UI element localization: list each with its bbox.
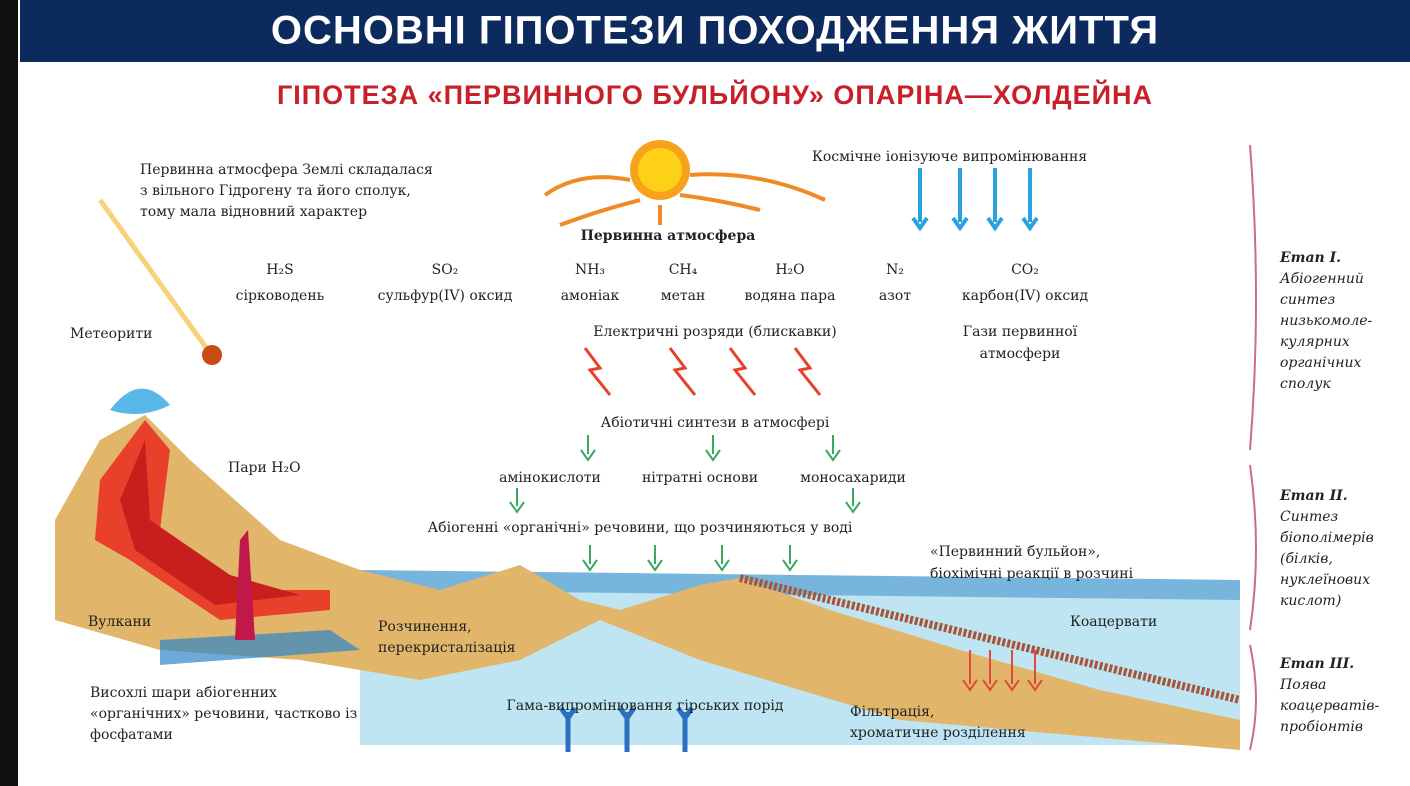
label: Етап I. bbox=[1279, 250, 1341, 266]
label: H₂S bbox=[266, 262, 293, 278]
label: тому мала відновний характер bbox=[140, 204, 367, 220]
label: сульфур(IV) оксид bbox=[378, 288, 513, 304]
label: Абіогенний bbox=[1279, 271, 1364, 287]
label: коацерватів- bbox=[1280, 698, 1380, 714]
lightning bbox=[585, 348, 610, 395]
slide: ОСНОВНІ ГІПОТЕЗИ ПОХОДЖЕННЯ ЖИТТЯ ГІПОТЕ… bbox=[0, 0, 1410, 786]
label: Вулкани bbox=[88, 614, 151, 630]
label: SO₂ bbox=[432, 262, 459, 278]
label: Пари H₂O bbox=[228, 460, 301, 476]
label: карбон(IV) оксид bbox=[962, 288, 1089, 304]
label: Поява bbox=[1279, 677, 1326, 693]
label: Гази первинної bbox=[963, 324, 1078, 340]
label: метан bbox=[661, 288, 706, 304]
label: перекристалізація bbox=[378, 640, 516, 656]
sun bbox=[545, 140, 825, 225]
label: нуклеїнових bbox=[1280, 572, 1370, 588]
label: Синтез bbox=[1280, 509, 1338, 525]
label: амінокислоти bbox=[499, 470, 601, 486]
label: біополімерів bbox=[1280, 530, 1374, 546]
label: (білків, bbox=[1280, 551, 1333, 567]
label: Метеорити bbox=[70, 326, 152, 342]
label: Етап II. bbox=[1279, 488, 1348, 504]
label: Гама-випромінювання гірських порід bbox=[506, 698, 783, 714]
label: моносахариди bbox=[800, 470, 906, 486]
label: хроматичне розділення bbox=[850, 725, 1026, 741]
label: NH₃ bbox=[575, 262, 605, 278]
lightning bbox=[730, 348, 755, 395]
label: кулярних bbox=[1280, 334, 1350, 350]
page: ОСНОВНІ ГІПОТЕЗИ ПОХОДЖЕННЯ ЖИТТЯ ГІПОТЕ… bbox=[0, 0, 1410, 786]
label: CH₄ bbox=[669, 262, 698, 278]
label: сполук bbox=[1280, 376, 1331, 392]
label: Абіотичні синтези в атмосфері bbox=[601, 415, 830, 431]
stage-brackets bbox=[1250, 145, 1256, 750]
label: Фільтрація, bbox=[850, 704, 934, 720]
label: синтез bbox=[1280, 292, 1335, 308]
label: органічних bbox=[1280, 355, 1361, 371]
label: CO₂ bbox=[1011, 262, 1039, 278]
label: сірководень bbox=[236, 288, 325, 304]
label: Первинна атмосфера Землі складалася bbox=[140, 162, 433, 178]
label: біохімічні реакції в розчині bbox=[930, 566, 1134, 582]
label: нітратні основи bbox=[642, 470, 758, 486]
label: Висохлі шари абіогенних bbox=[90, 685, 277, 701]
label: H₂O bbox=[775, 262, 804, 278]
title: ОСНОВНІ ГІПОТЕЗИ ПОХОДЖЕННЯ ЖИТТЯ bbox=[271, 9, 1159, 53]
label: водяна пара bbox=[745, 288, 836, 304]
label: «органічних» речовини, частково із bbox=[90, 706, 357, 722]
label: Етап III. bbox=[1279, 656, 1354, 672]
label: Електричні розряди (блискавки) bbox=[593, 324, 836, 340]
subtitle: ГІПОТЕЗА «ПЕРВИННОГО БУЛЬЙОНУ» ОПАРІНА—Х… bbox=[277, 79, 1153, 110]
label: низькомоле- bbox=[1280, 313, 1373, 329]
label: фосфатами bbox=[90, 727, 173, 743]
lightning bbox=[795, 348, 820, 395]
lightning bbox=[670, 348, 695, 395]
label: Космічне іонізуюче випромінювання bbox=[812, 149, 1087, 165]
label: Абіогенні «органічні» речовини, що розчи… bbox=[428, 520, 853, 536]
label: пробіонтів bbox=[1280, 719, 1363, 735]
label: амоніак bbox=[561, 288, 620, 304]
label: N₂ bbox=[886, 262, 904, 278]
label: азот bbox=[879, 288, 911, 304]
label: кислот) bbox=[1280, 593, 1341, 609]
label: з вільного Гідрогену та його сполук, bbox=[140, 183, 411, 199]
label: Розчинення, bbox=[378, 619, 472, 635]
label: Коацервати bbox=[1070, 614, 1157, 630]
label: Первинна атмосфера bbox=[581, 228, 756, 244]
label: атмосфери bbox=[980, 346, 1061, 362]
left-bar bbox=[0, 0, 18, 786]
label: «Первинний бульйон», bbox=[930, 544, 1100, 560]
